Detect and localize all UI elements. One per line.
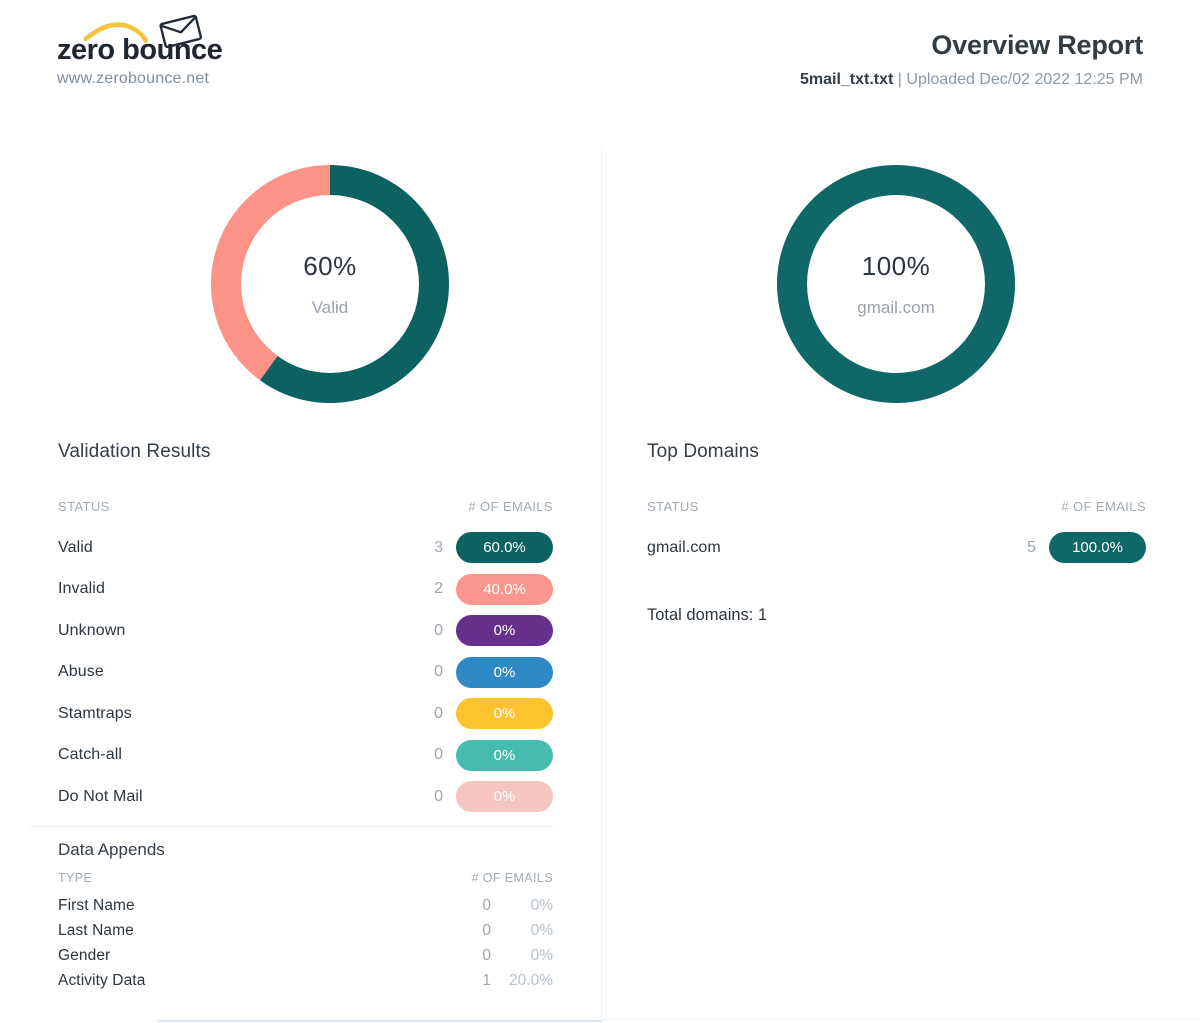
domain-percentage: 100%	[861, 250, 931, 281]
page-title: Overview Report	[931, 30, 1143, 60]
status-label: Catch-all	[58, 746, 123, 764]
append-count: 0	[482, 922, 491, 939]
status-column-header: STATUS	[58, 499, 110, 514]
data-append-row: Gender 0 0%	[58, 944, 553, 969]
append-count: 0	[482, 947, 491, 964]
domains-table: gmail.com 5 100.0%	[647, 527, 1146, 569]
append-percentage: 0%	[530, 922, 553, 939]
envelope-icon	[159, 14, 203, 48]
percentage-badge: 0%	[456, 656, 553, 688]
validation-result-row: Invalid 2 40.0%	[58, 569, 553, 611]
data-append-row: Last Name 0 0%	[58, 919, 553, 944]
data-appends-title: Data Appends	[58, 839, 165, 859]
validation-column: 60% Valid Validation Results STATUS # OF…	[0, 145, 601, 1023]
logo-swoosh-and-envelope	[83, 14, 203, 48]
type-column-header: TYPE	[58, 870, 93, 885]
domains-donut-chart: 100% gmail.com	[777, 165, 1015, 403]
domains-table-header: STATUS # OF EMAILS	[647, 499, 1146, 514]
percentage-badge: 0%	[456, 615, 553, 647]
data-append-row: Activity Data 1 20.0%	[58, 969, 553, 994]
append-percentage: 0%	[530, 897, 553, 914]
top-domains-title: Top Domains	[647, 441, 759, 462]
brand-name: zero bounce	[57, 34, 223, 66]
email-count: 0	[434, 663, 443, 681]
status-label: Abuse	[58, 663, 104, 681]
status-label: Stamtraps	[58, 704, 132, 722]
bounce-swoosh	[83, 22, 148, 43]
cutoff-element-left	[158, 1020, 601, 1022]
data-appends-table: First Name 0 0% Last Name 0 0% Gender 0 …	[58, 894, 553, 994]
validation-table-header: STATUS # OF EMAILS	[58, 499, 553, 514]
append-type-label: Gender	[58, 947, 111, 964]
domain-name: gmail.com	[647, 538, 721, 556]
email-count: 0	[434, 787, 443, 805]
domain-label: gmail.com	[857, 297, 935, 317]
percentage-badge: 0%	[456, 698, 553, 730]
uploaded-timestamp: | Uploaded Dec/02 2022 12:25 PM	[893, 71, 1143, 88]
append-type-label: First Name	[58, 897, 135, 914]
append-type-label: Activity Data	[58, 972, 146, 989]
status-column-header: STATUS	[647, 499, 699, 514]
uploaded-file-name: 5mail_txt.txt	[799, 71, 894, 88]
data-append-row: First Name 0 0%	[58, 894, 553, 919]
zerobounce-logo[interactable]: zero bounce www.zerobounce.net	[57, 8, 240, 88]
validation-result-row: Abuse 0 0%	[58, 652, 553, 694]
emails-column-header: # OF EMAILS	[468, 499, 553, 514]
validation-result-row: Do Not Mail 0 0%	[58, 776, 553, 818]
domain-row: gmail.com 5 100.0%	[647, 527, 1146, 569]
column-divider	[601, 145, 602, 1023]
cutoff-element-right	[601, 1019, 1200, 1020]
append-percentage: 0%	[530, 947, 553, 964]
domains-donut-center: 100% gmail.com	[807, 195, 985, 373]
percentage-badge: 60.0%	[456, 532, 553, 564]
validation-donut-center: 60% Valid	[241, 195, 419, 373]
domain-email-count: 5	[1027, 538, 1036, 556]
percentage-badge: 40.0%	[456, 573, 553, 605]
validation-table: Valid 3 60.0% Invalid 2 40.0% Unknown 0 …	[58, 527, 553, 818]
data-appends-header: TYPE # OF EMAILS	[58, 871, 553, 885]
status-label: Invalid	[58, 580, 105, 598]
domains-column: 100% gmail.com Top Domains STATUS # OF E…	[601, 145, 1200, 1023]
valid-label: Valid	[311, 297, 349, 317]
validation-donut-chart: 60% Valid	[211, 165, 449, 403]
status-label: Unknown	[58, 621, 126, 639]
emails-column-header: # OF EMAILS	[471, 870, 553, 885]
email-count: 2	[434, 580, 443, 598]
validation-result-row: Catch-all 0 0%	[58, 735, 553, 777]
report-header: zero bounce www.zerobounce.net Overview …	[0, 0, 1200, 145]
validation-result-row: Stamtraps 0 0%	[58, 693, 553, 735]
status-label: Do Not Mail	[58, 787, 143, 805]
email-count: 0	[434, 704, 443, 722]
email-count: 0	[434, 621, 443, 639]
report-subtitle: 5mail_txt.txt | Uploaded Dec/02 2022 12:…	[800, 71, 1143, 89]
valid-percentage: 60%	[303, 250, 357, 281]
domain-percentage-badge: 100.0%	[1049, 532, 1146, 564]
percentage-badge: 0%	[456, 739, 553, 771]
append-count: 1	[482, 972, 491, 989]
total-domains-text: Total domains: 1	[647, 605, 768, 624]
emails-column-header: # OF EMAILS	[1061, 499, 1146, 514]
email-count: 3	[434, 538, 443, 556]
append-type-label: Last Name	[58, 922, 134, 939]
brand-url[interactable]: www.zerobounce.net	[57, 70, 210, 87]
append-percentage: 20.0%	[509, 972, 553, 989]
validation-results-title: Validation Results	[58, 441, 211, 462]
append-count: 0	[482, 897, 491, 914]
report-title-block: Overview Report 5mail_txt.txt | Uploaded…	[800, 30, 1143, 89]
section-divider	[30, 825, 553, 827]
status-label: Valid	[58, 538, 93, 556]
percentage-badge: 0%	[456, 781, 553, 813]
report-body: 60% Valid Validation Results STATUS # OF…	[0, 145, 1200, 1023]
validation-result-row: Unknown 0 0%	[58, 610, 553, 652]
email-count: 0	[434, 746, 443, 764]
validation-result-row: Valid 3 60.0%	[58, 527, 553, 569]
